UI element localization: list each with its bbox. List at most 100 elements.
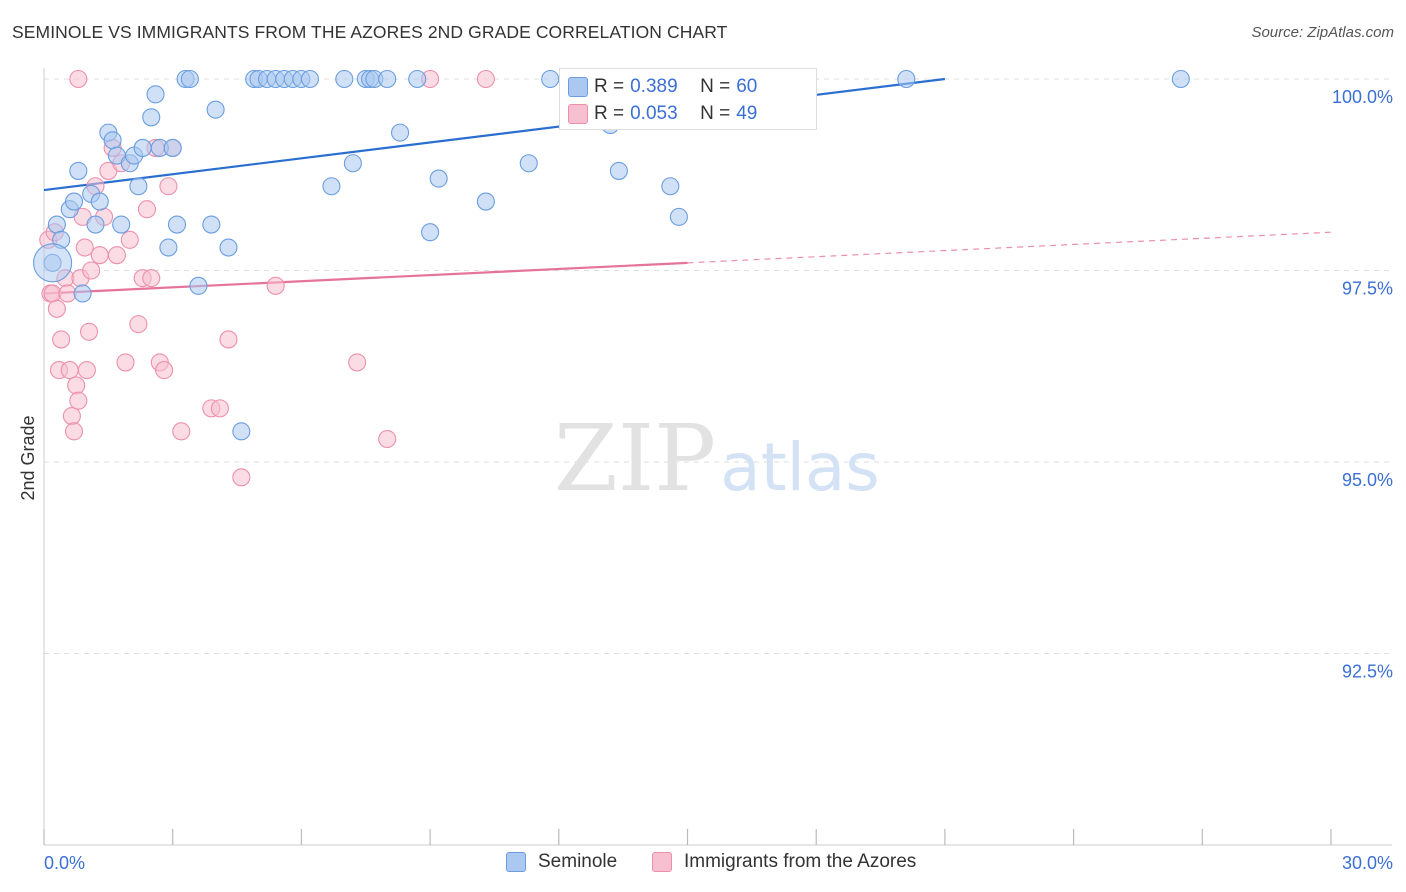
labels-layer: 100.0% 97.5% 95.0% 92.5% 0.0% 30.0%	[44, 87, 1393, 873]
data-point-seminole	[167, 215, 187, 234]
data-point-seminole-large	[33, 243, 73, 283]
y-axis-label: 2nd Grade	[18, 415, 38, 500]
data-point-azores	[60, 361, 79, 380]
data-point-seminole	[429, 169, 448, 188]
y-tick-label: 100.0%	[1332, 87, 1393, 107]
data-point-seminole	[103, 131, 122, 150]
data-point-seminole	[300, 69, 320, 89]
data-point-azores	[43, 284, 62, 303]
data-point-azores	[348, 353, 367, 372]
data-point-azores	[90, 246, 109, 265]
seminole-n-value: 60	[736, 76, 758, 97]
data-point-seminole	[73, 284, 92, 303]
data-point-seminole	[206, 100, 225, 119]
data-point-seminole	[378, 69, 397, 89]
y-tick-label: 92.5%	[1342, 662, 1393, 682]
trend-line-azores	[43, 261, 688, 295]
chart-title: SEMINOLE VS IMMIGRANTS FROM THE AZORES 2…	[12, 22, 728, 42]
watermark-atlas: atlas	[720, 429, 880, 506]
data-point-azores	[75, 238, 94, 257]
data-point-azores	[120, 230, 139, 249]
trend-line-azores-extension	[687, 231, 1332, 264]
data-point-seminole	[163, 138, 182, 157]
data-point-azores	[107, 246, 126, 265]
data-point-azores	[77, 361, 96, 380]
data-point-azores	[47, 299, 66, 318]
data-point-seminole	[219, 238, 238, 257]
data-point-azores	[137, 200, 157, 219]
data-point-seminole	[159, 238, 178, 257]
data-point-seminole	[609, 161, 628, 180]
data-point-seminole	[129, 177, 148, 196]
data-point-seminole	[189, 276, 208, 295]
chart-source: Source: ZipAtlas.com	[1251, 24, 1394, 41]
data-point-azores	[69, 391, 88, 410]
data-point-azores	[142, 269, 161, 288]
legend-item-azores[interactable]: Immigrants from the Azores	[652, 851, 916, 873]
data-point-seminole	[335, 69, 354, 89]
data-point-azores	[67, 376, 86, 395]
stats-row-azores: R = 0.053 N = 49	[568, 101, 758, 127]
data-point-seminole	[541, 69, 560, 89]
data-point-seminole	[669, 207, 688, 226]
data-point-seminole	[421, 223, 440, 242]
data-point-seminole	[476, 192, 495, 211]
x-tick-label: 0.0%	[44, 853, 85, 873]
stats-row-seminole: R = 0.389 N = 60	[568, 74, 758, 100]
bottom-legend: Seminole Immigrants from the Azores	[0, 851, 1406, 879]
data-point-seminole	[391, 123, 410, 142]
data-point-azores	[58, 284, 77, 303]
data-point-azores	[82, 261, 101, 280]
watermark-zip: ZIP	[554, 405, 716, 512]
seminole-n-label: N =	[700, 76, 731, 97]
data-point-azores	[52, 330, 71, 349]
data-point-seminole	[202, 215, 221, 234]
data-point-azores	[219, 330, 238, 349]
data-point-seminole	[519, 154, 538, 173]
data-point-seminole	[146, 85, 165, 104]
data-point-azores	[62, 406, 81, 426]
data-point-seminole	[90, 192, 109, 211]
data-point-azores	[266, 276, 285, 295]
data-point-seminole	[408, 69, 427, 89]
data-point-azores	[210, 399, 229, 418]
stats-legend-box: R = 0.389 N = 60 R = 0.053 N = 49	[559, 68, 817, 130]
azores-swatch	[568, 104, 588, 124]
series-seminole	[33, 69, 1190, 441]
data-point-azores	[159, 177, 178, 196]
azores-n-label: N =	[700, 103, 731, 124]
data-point-azores	[378, 429, 397, 449]
legend-label-seminole: Seminole	[538, 851, 618, 872]
data-point-seminole	[661, 177, 680, 196]
data-point-azores	[232, 468, 251, 487]
data-point-seminole	[322, 177, 341, 196]
data-point-azores	[79, 322, 99, 341]
data-point-seminole	[47, 215, 66, 234]
seminole-r-value: 0.389	[630, 76, 678, 97]
data-point-seminole	[86, 215, 105, 234]
data-point-azores	[64, 422, 84, 441]
data-point-seminole	[343, 154, 362, 173]
data-point-azores	[172, 422, 191, 441]
y-tick-label: 95.0%	[1342, 470, 1393, 490]
legend-swatch-azores	[652, 852, 672, 872]
legend-swatch-seminole	[506, 852, 526, 872]
data-point-seminole	[232, 422, 251, 441]
data-point-seminole	[69, 161, 88, 180]
y-tick-label: 97.5%	[1342, 279, 1393, 299]
data-point-seminole	[897, 69, 916, 89]
data-point-azores	[155, 361, 174, 380]
data-point-seminole	[112, 215, 131, 234]
axis-layer	[43, 68, 1392, 846]
data-point-seminole	[133, 138, 152, 157]
data-point-azores	[129, 315, 148, 334]
legend-item-seminole[interactable]: Seminole	[506, 851, 617, 873]
data-point-seminole	[1171, 69, 1190, 89]
data-point-seminole	[180, 69, 199, 89]
data-point-azores	[69, 69, 88, 89]
x-tick-label: 30.0%	[1342, 853, 1393, 873]
azores-n-value: 49	[736, 103, 758, 124]
azores-r-value: 0.053	[630, 103, 678, 124]
data-point-azores	[476, 69, 495, 89]
